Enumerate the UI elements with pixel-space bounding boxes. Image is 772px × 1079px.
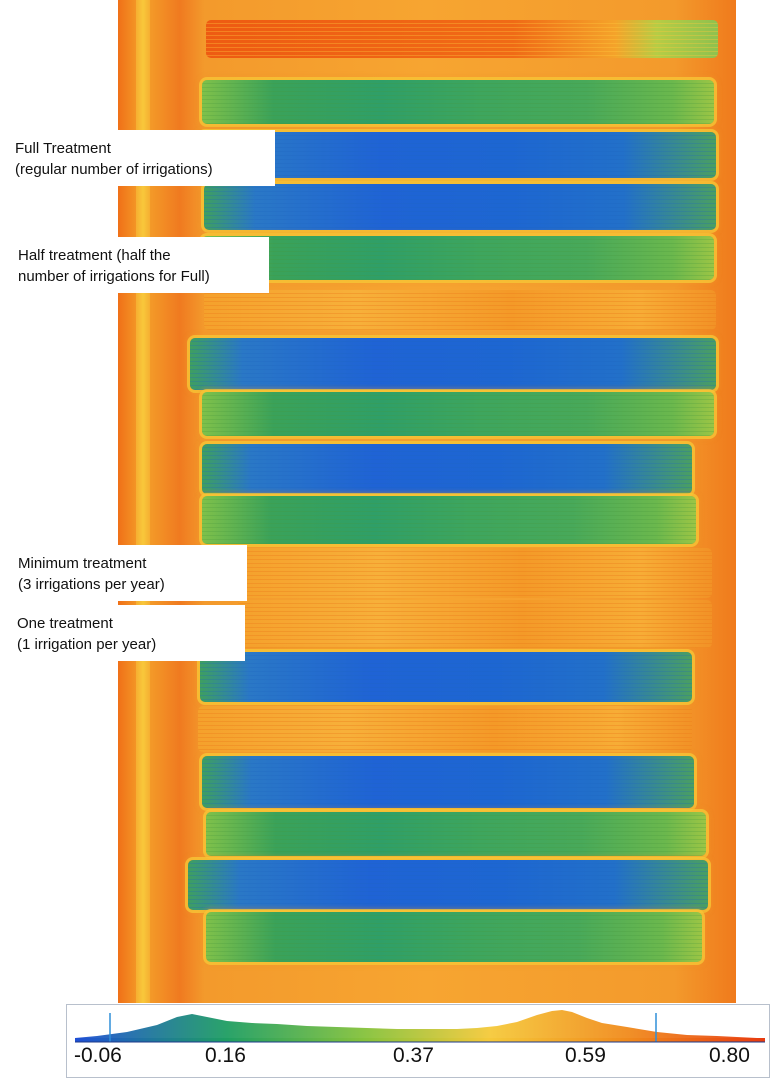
field-strip [202, 444, 692, 494]
label-full-line2: (regular number of irrigations) [15, 161, 213, 178]
label-minimum-line2: (3 irrigations per year) [18, 576, 165, 593]
field-strip [188, 860, 708, 910]
label-half-treatment: Half treatment (half the number of irrig… [3, 237, 269, 293]
colorbar-legend [66, 1004, 770, 1078]
field-strip [198, 706, 692, 752]
label-minimum-line1: Minimum treatment [18, 555, 147, 572]
label-one-line2: (1 irrigation per year) [17, 636, 157, 653]
tick-label: 0.59 [565, 1044, 606, 1067]
tick-label: 0.80 [709, 1044, 750, 1067]
field-strip [202, 496, 696, 544]
field-strip [200, 652, 692, 702]
field-image [118, 0, 736, 1003]
field-strip [202, 80, 714, 124]
tick-label: 0.16 [205, 1044, 246, 1067]
field-strip [206, 20, 718, 58]
field-strip [206, 812, 706, 856]
field-strip [200, 132, 716, 178]
colorbar-histogram [75, 1010, 767, 1043]
label-full-line1: Full Treatment [15, 140, 111, 157]
label-one-treatment: One treatment (1 irrigation per year) [2, 605, 245, 661]
field-strip [202, 236, 714, 280]
label-full-treatment: Full Treatment (regular number of irriga… [0, 130, 275, 186]
field-strip [202, 392, 714, 436]
tick-label: -0.06 [74, 1044, 122, 1067]
field-strip [204, 290, 716, 330]
label-half-line2: number of irrigations for Full) [18, 268, 210, 285]
field-strip [238, 548, 712, 598]
field-strip [238, 600, 712, 648]
histogram-area [75, 1010, 767, 1038]
tick-label: 0.37 [393, 1044, 434, 1067]
field-strip [190, 338, 716, 390]
label-one-line1: One treatment [17, 615, 113, 632]
field-strip [206, 912, 702, 962]
label-minimum-treatment: Minimum treatment (3 irrigations per yea… [3, 545, 247, 601]
field-strip [204, 184, 716, 230]
label-half-line1: Half treatment (half the [18, 247, 171, 264]
colorbar-gradient [75, 1038, 765, 1042]
field-strip [202, 756, 694, 808]
